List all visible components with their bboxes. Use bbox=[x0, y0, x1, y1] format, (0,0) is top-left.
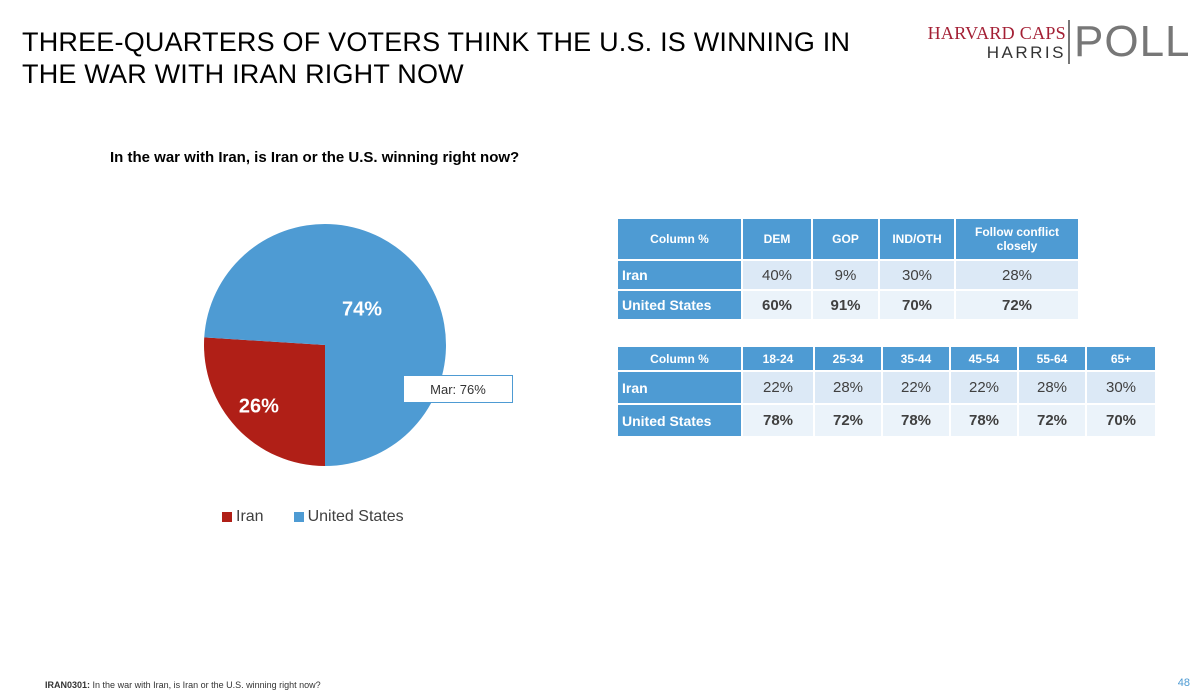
pie-label-united-states: 74% bbox=[342, 298, 382, 320]
table-header-follow-conflict: Follow conflict closely bbox=[956, 219, 1078, 259]
logo-line-1: HARVARD CAPS bbox=[927, 23, 1066, 43]
table-header-gop: GOP bbox=[813, 219, 878, 259]
table-cell: 30% bbox=[1087, 372, 1155, 403]
table-cell: 91% bbox=[813, 291, 878, 319]
footer-note: IRAN0301: In the war with Iran, is Iran … bbox=[45, 680, 321, 690]
pie-label-iran: 26% bbox=[239, 395, 279, 417]
table-cell: 28% bbox=[956, 261, 1078, 289]
age-crosstab: Column % 18-24 25-34 35-44 45-54 55-64 6… bbox=[616, 345, 1157, 438]
legend-swatch-iran bbox=[222, 512, 232, 522]
table-row: Iran 22% 28% 22% 22% 28% 30% bbox=[618, 372, 1155, 403]
legend-label-iran: Iran bbox=[236, 508, 264, 525]
table-cell: 22% bbox=[951, 372, 1017, 403]
pie-chart: 26% 74% bbox=[203, 224, 447, 466]
table-cell: 78% bbox=[743, 405, 813, 436]
table-cell: 9% bbox=[813, 261, 878, 289]
footer-text: In the war with Iran, is Iran or the U.S… bbox=[92, 680, 321, 690]
march-callout: Mar: 76% bbox=[403, 375, 513, 403]
table-header-column-pct: Column % bbox=[618, 219, 741, 259]
pie-slice-iran bbox=[203, 337, 325, 466]
table-row: United States 60% 91% 70% 72% bbox=[618, 291, 1078, 319]
logo-line-2: HARRIS bbox=[986, 43, 1066, 62]
table-header-18-24: 18-24 bbox=[743, 347, 813, 370]
table-cell: 70% bbox=[1087, 405, 1155, 436]
table-header-65-plus: 65+ bbox=[1087, 347, 1155, 370]
table-cell: 40% bbox=[743, 261, 811, 289]
legend-label-united-states: United States bbox=[307, 508, 404, 525]
table-header-column-pct: Column % bbox=[618, 347, 741, 370]
legend-item-iran: Iran bbox=[222, 508, 264, 526]
legend-swatch-united-states bbox=[293, 512, 304, 522]
table-row: Iran 40% 9% 30% 28% bbox=[618, 261, 1078, 289]
row-label-iran: Iran bbox=[618, 372, 741, 403]
table-cell: 30% bbox=[880, 261, 954, 289]
table-header-45-54: 45-54 bbox=[951, 347, 1017, 370]
logo-line-3: POLL bbox=[1068, 20, 1190, 64]
table-cell: 72% bbox=[956, 291, 1078, 319]
page-number: 48 bbox=[1177, 677, 1190, 689]
table-cell: 72% bbox=[815, 405, 881, 436]
row-label-iran: Iran bbox=[618, 261, 741, 289]
chart-question: In the war with Iran, is Iran or the U.S… bbox=[110, 149, 520, 166]
table-cell: 28% bbox=[815, 372, 881, 403]
table-cell: 22% bbox=[883, 372, 949, 403]
table-header-dem: DEM bbox=[743, 219, 811, 259]
table-header-55-64: 55-64 bbox=[1019, 347, 1085, 370]
table-cell: 28% bbox=[1019, 372, 1085, 403]
party-crosstab: Column % DEM GOP IND/OTH Follow conflict… bbox=[616, 217, 1080, 321]
legend-item-united-states: United States bbox=[293, 508, 404, 526]
table-cell: 78% bbox=[883, 405, 949, 436]
harvard-caps-harris-poll-logo: HARVARD CAPS HARRIS POLL bbox=[928, 20, 1190, 70]
row-label-united-states: United States bbox=[618, 405, 741, 436]
slide-title: THREE-QUARTERS OF VOTERS THINK THE U.S. … bbox=[22, 27, 851, 89]
pie-slice-united-states bbox=[204, 224, 447, 466]
table-header-ind-oth: IND/OTH bbox=[880, 219, 954, 259]
footer-code: IRAN0301: bbox=[45, 680, 91, 690]
table-cell: 60% bbox=[743, 291, 811, 319]
table-row: United States 78% 72% 78% 78% 72% 70% bbox=[618, 405, 1155, 436]
pie-legend: Iran United States bbox=[222, 508, 404, 526]
table-cell: 22% bbox=[743, 372, 813, 403]
table-header-35-44: 35-44 bbox=[883, 347, 949, 370]
table-cell: 72% bbox=[1019, 405, 1085, 436]
table-header-25-34: 25-34 bbox=[815, 347, 881, 370]
row-label-united-states: United States bbox=[618, 291, 741, 319]
table-cell: 78% bbox=[951, 405, 1017, 436]
table-cell: 70% bbox=[880, 291, 954, 319]
